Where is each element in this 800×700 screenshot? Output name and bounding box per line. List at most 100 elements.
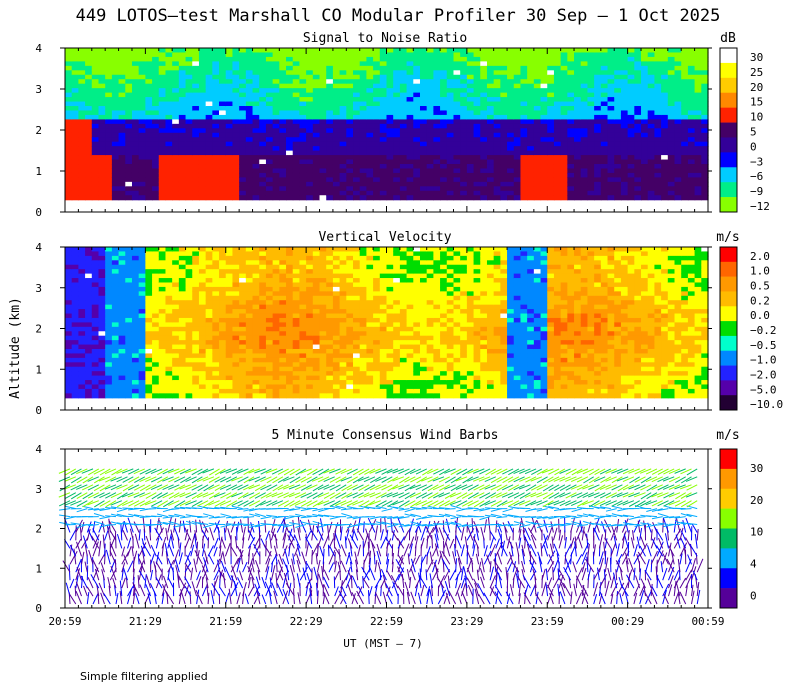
heat-cell	[292, 304, 301, 310]
heat-cell	[219, 340, 227, 346]
heat-cell	[460, 70, 468, 76]
heat-cell	[158, 317, 167, 323]
heat-cell	[627, 110, 635, 116]
heat-cell	[118, 132, 126, 138]
heat-cell	[406, 74, 414, 80]
heat-cell	[312, 251, 321, 257]
heat-cell	[473, 101, 481, 107]
heat-cell	[413, 146, 421, 152]
heat-cell	[78, 65, 86, 71]
heat-cell	[332, 388, 341, 394]
heat-cell	[98, 150, 106, 156]
heat-cell	[547, 92, 555, 98]
heat-cell	[406, 119, 414, 125]
heat-cell	[393, 110, 401, 116]
heat-cell	[353, 141, 361, 147]
heat-cell	[158, 348, 167, 355]
heat-cell	[319, 114, 327, 120]
heat-cell	[78, 97, 86, 103]
heat-cell	[178, 56, 187, 62]
heat-cell	[460, 155, 468, 161]
heat-cell	[91, 137, 100, 143]
heat-cell	[91, 114, 100, 120]
heat-cell	[85, 128, 93, 134]
colorbar-swatch	[720, 107, 737, 123]
heat-cell	[426, 172, 434, 178]
heat-cell	[466, 195, 475, 201]
heat-cell	[65, 260, 73, 266]
heat-cell	[547, 128, 555, 134]
heat-cell	[198, 79, 207, 85]
heat-cell	[111, 322, 120, 328]
heat-cell	[232, 348, 240, 355]
heat-cell	[118, 264, 126, 270]
heat-cell	[399, 70, 408, 76]
heat-cell	[71, 141, 79, 147]
heat-cell	[98, 155, 106, 161]
heat-cell	[85, 137, 93, 143]
heat-cell	[78, 48, 86, 54]
heat-cell	[446, 172, 455, 178]
heat-cell	[393, 88, 401, 94]
heat-cell	[185, 353, 193, 359]
heat-cell	[319, 141, 327, 147]
heat-cell	[165, 309, 173, 315]
heat-cell	[138, 317, 146, 323]
heat-cell	[239, 123, 247, 129]
heat-cell	[172, 278, 180, 284]
heat-cell	[178, 317, 187, 323]
heat-cell	[138, 291, 146, 297]
heat-cell	[279, 74, 287, 80]
heat-cell	[131, 52, 140, 58]
heat-cell	[212, 313, 220, 319]
heat-cell	[299, 137, 307, 143]
heat-cell	[205, 181, 213, 187]
heat-cell	[152, 304, 160, 310]
heat-cell	[346, 291, 354, 297]
heat-cell	[125, 114, 133, 120]
heat-cell	[105, 362, 113, 368]
heat-cell	[413, 61, 421, 67]
heat-cell	[85, 97, 93, 103]
heat-cell	[138, 92, 146, 98]
heat-cell	[513, 119, 522, 125]
heat-cell	[152, 255, 160, 261]
heat-cell	[286, 48, 294, 54]
heat-cell	[245, 146, 254, 152]
heat-cell	[125, 61, 133, 67]
heat-cell	[91, 260, 100, 266]
heat-cell	[353, 313, 361, 319]
heat-cell	[426, 132, 434, 138]
heat-cell	[118, 123, 126, 129]
heat-cell	[78, 300, 86, 306]
heat-cell	[641, 141, 649, 147]
heat-cell	[158, 295, 167, 301]
heat-cell	[339, 141, 347, 147]
heat-cell	[319, 348, 327, 355]
heat-cell	[165, 286, 173, 292]
heat-cell	[507, 52, 515, 58]
heat-cell	[259, 282, 267, 288]
heat-cell	[299, 357, 307, 363]
heat-cell	[353, 273, 361, 279]
heat-cell	[681, 150, 689, 156]
heat-cell	[239, 300, 247, 306]
heat-cell	[205, 340, 213, 346]
heat-cell	[125, 74, 133, 80]
heat-cell	[614, 56, 622, 62]
heat-cell	[473, 181, 481, 187]
heat-cell	[225, 114, 234, 120]
heat-cell	[272, 150, 280, 156]
heat-cell	[279, 300, 287, 306]
heat-cell	[426, 106, 434, 112]
heat-cell	[212, 92, 220, 98]
heat-cell	[346, 101, 354, 107]
heat-cell	[373, 56, 381, 62]
snr-colorbar-unit: dB	[720, 31, 736, 46]
heat-cell	[319, 48, 327, 54]
heat-cell	[353, 83, 361, 89]
heat-cell	[71, 313, 79, 319]
heat-cell	[379, 48, 388, 54]
heat-cell	[219, 190, 227, 196]
heat-cell	[225, 123, 234, 129]
